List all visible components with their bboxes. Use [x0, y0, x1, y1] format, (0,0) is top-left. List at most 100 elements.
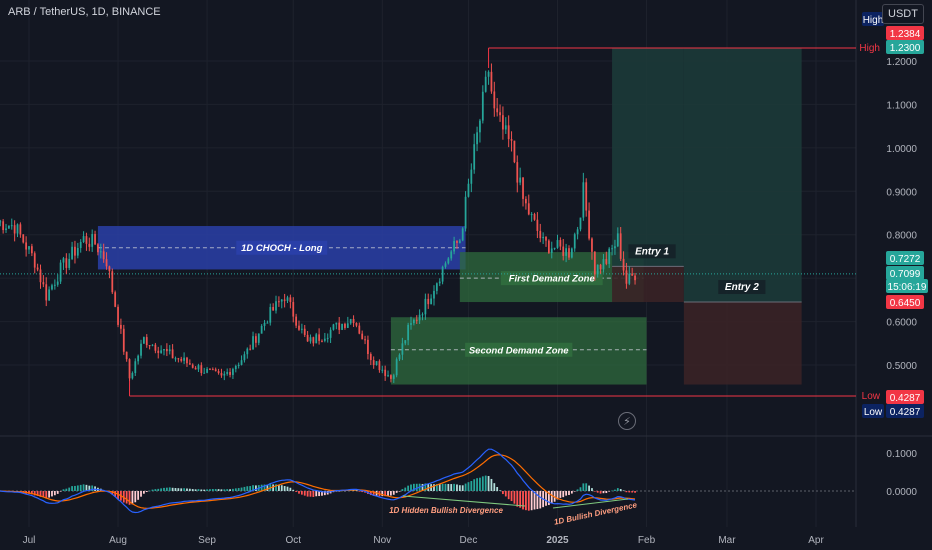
macd-histogram-bar: [410, 484, 412, 491]
macd-histogram-bar: [134, 491, 137, 503]
candle-body: [410, 323, 412, 325]
candle-body: [283, 299, 286, 301]
candle-body: [59, 262, 62, 282]
candle-body: [157, 350, 160, 353]
macd-histogram-bar: [65, 488, 68, 491]
candle-body: [375, 361, 378, 365]
candle-body: [246, 348, 249, 355]
position-label-bg-0: [628, 244, 676, 259]
candle-body: [277, 301, 280, 303]
candle-body: [97, 244, 99, 253]
candle-body: [318, 334, 320, 341]
candle-body: [309, 337, 312, 342]
macd-histogram-bar: [309, 491, 312, 497]
candle-body: [550, 248, 553, 253]
candle-body: [180, 358, 183, 361]
candle-body: [145, 337, 148, 346]
last-price-tag: 0.7099: [890, 269, 921, 280]
macd-histogram-bar: [114, 491, 117, 497]
macd-histogram-bar: [608, 491, 611, 492]
lightning-icon[interactable]: ⚡: [618, 412, 636, 430]
macd-histogram-bar: [51, 491, 53, 497]
macd-histogram-bar: [183, 488, 185, 491]
macd-histogram-bar: [232, 488, 234, 491]
candle-body: [430, 298, 433, 305]
macd-histogram-bar: [323, 491, 326, 496]
macd-histogram-bar: [283, 486, 286, 491]
candle-body: [404, 340, 407, 344]
macd-histogram-bar: [91, 485, 94, 491]
macd-histogram-bar: [312, 491, 315, 497]
candle-body: [76, 248, 79, 256]
divergence-line-hidden: [402, 495, 526, 507]
candle-body: [303, 328, 306, 335]
high-top-tag-bg: [886, 26, 924, 40]
candle-body: [547, 240, 550, 253]
candle-body: [427, 298, 430, 305]
candle-body: [504, 125, 507, 130]
candle-body: [102, 251, 105, 260]
candle-body: [134, 361, 137, 374]
macd-histogram-bar: [481, 476, 484, 491]
candle-body: [381, 369, 384, 371]
candle-body: [174, 358, 177, 360]
candle-body: [398, 354, 401, 360]
macd-histogram-bar: [565, 491, 568, 496]
candle-body: [458, 240, 461, 243]
macd-histogram-bar: [444, 483, 447, 491]
candle-body: [209, 368, 211, 370]
macd-histogram-bar: [226, 489, 229, 491]
macd-histogram-bar: [358, 491, 361, 492]
macd-histogram-bar: [484, 475, 487, 491]
time-tick-label: Oct: [285, 535, 301, 546]
candle-body: [30, 246, 33, 254]
macd-histogram-bar: [599, 491, 602, 494]
macd-histogram-bar: [71, 486, 73, 491]
candle-body: [585, 182, 588, 211]
candle-body: [229, 372, 231, 375]
time-tick-label: Mar: [718, 535, 736, 546]
candle-body: [461, 228, 464, 241]
symbol-header: ARB / TetherUS, 1D, BINANCE: [8, 6, 161, 18]
macd-histogram-bar: [415, 483, 418, 491]
macd-histogram-bar: [125, 491, 128, 504]
macd-histogram-bar: [255, 485, 257, 491]
macd-histogram-bar: [338, 491, 341, 492]
candle-body: [568, 248, 570, 258]
candle-body: [433, 290, 435, 299]
candle-body: [619, 233, 622, 259]
macd-histogram-bar: [200, 489, 203, 491]
macd-histogram-bar: [461, 485, 464, 491]
currency-button[interactable]: USDT: [882, 4, 924, 24]
candle-body: [120, 324, 122, 329]
macd-histogram-bar: [203, 489, 206, 491]
candle-body: [260, 325, 263, 334]
candle-body: [576, 229, 579, 235]
candle-body: [295, 316, 298, 326]
candle-body: [203, 372, 206, 374]
candle-body: [168, 349, 171, 352]
macd-histogram-bar: [412, 483, 415, 491]
candle-body: [456, 240, 458, 243]
macd-histogram-bar: [45, 491, 48, 499]
low-price-tag: 0.4287: [890, 393, 921, 404]
candle-body: [602, 259, 605, 270]
candle-body: [25, 242, 28, 250]
macd-histogram-bar: [275, 484, 277, 491]
candle-body: [117, 306, 119, 325]
macd-histogram-bar: [154, 489, 157, 491]
macd-histogram-bar: [522, 491, 524, 510]
macd-histogram-bar: [536, 491, 539, 510]
low-badge: Low: [864, 407, 883, 418]
macd-histogram-bar: [562, 491, 565, 498]
candle-body: [125, 351, 128, 360]
candle-body: [355, 323, 358, 326]
candle-body: [194, 367, 197, 370]
candle-body: [13, 225, 16, 234]
candle-body: [240, 360, 243, 365]
macd-histogram-bar: [513, 491, 516, 504]
candle-body: [42, 282, 45, 285]
candle-body: [591, 238, 593, 252]
candle-body: [628, 273, 631, 284]
